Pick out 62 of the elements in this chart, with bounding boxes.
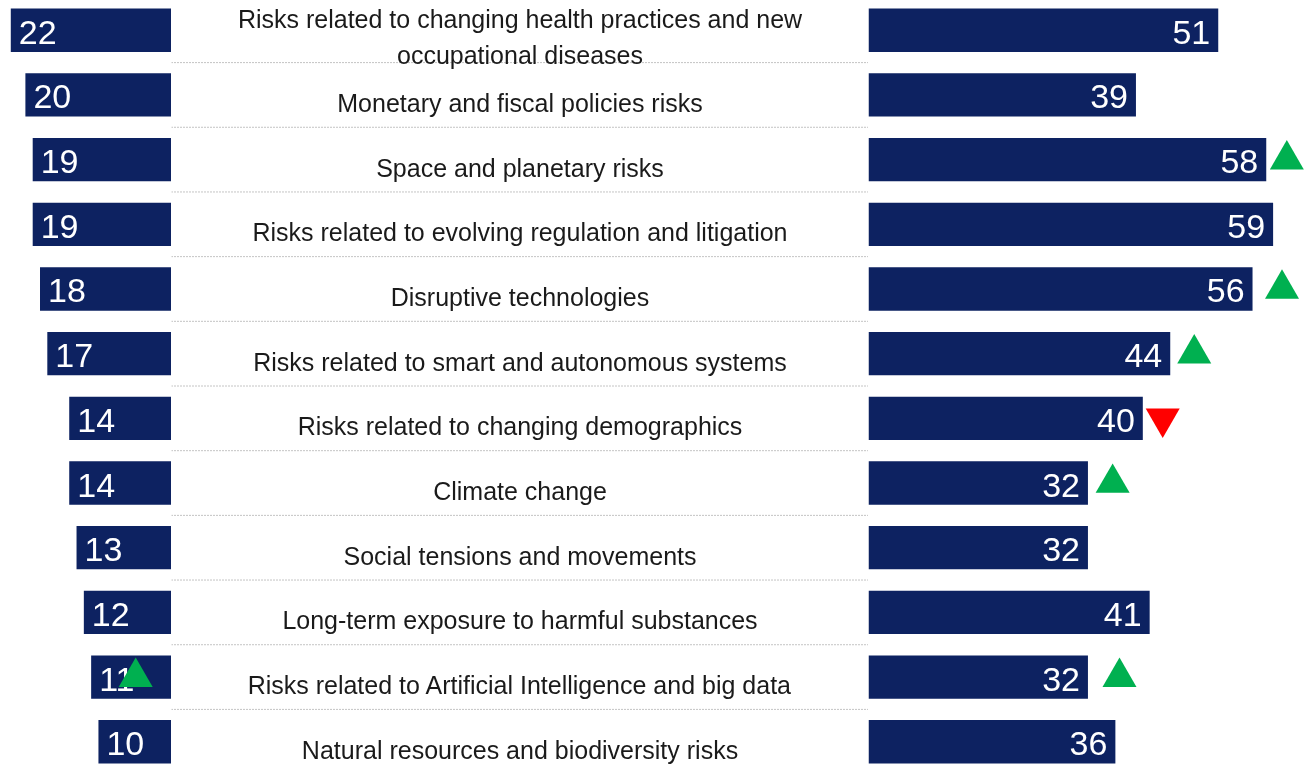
data-label: 19	[40, 206, 79, 245]
data-label: 20	[33, 77, 72, 116]
y-tick-label: Risks related to changing demographics	[297, 412, 743, 441]
data-label: 14	[77, 400, 116, 439]
y-tick-label: Long-term exposure to harmful substances	[282, 606, 758, 635]
bar	[868, 461, 1088, 505]
point	[1177, 334, 1212, 364]
bar	[868, 720, 1116, 764]
data-label: 19	[40, 142, 79, 181]
point	[1095, 463, 1130, 493]
bar	[868, 267, 1253, 311]
bar	[868, 655, 1088, 699]
bar	[69, 396, 171, 441]
data-label: 32	[1042, 530, 1080, 569]
data-label: 59	[1227, 206, 1266, 245]
data-label: 39	[1090, 77, 1128, 116]
y-tick-label: Risks related to changing health practices and new occupational diseases	[237, 5, 804, 70]
bar	[868, 396, 1143, 441]
point	[1269, 139, 1304, 170]
bar	[47, 331, 171, 376]
data-label: 17	[55, 336, 94, 375]
bar	[868, 202, 1274, 246]
data-label: 32	[1042, 659, 1080, 698]
bar	[40, 267, 171, 311]
bar	[32, 137, 171, 182]
bar	[32, 202, 171, 246]
y-tick-label: Climate change	[433, 477, 607, 506]
data-label: 44	[1124, 336, 1163, 375]
data-label: 18	[48, 271, 86, 310]
data-label: 12	[91, 594, 130, 633]
y-tick-label: Monetary and fiscal policies risks	[337, 88, 703, 117]
bar	[69, 461, 171, 505]
bar	[83, 590, 171, 635]
data-label: 56	[1206, 271, 1245, 310]
bar	[10, 8, 171, 52]
data-label: 41	[1103, 594, 1142, 633]
data-label: 40	[1096, 400, 1135, 439]
y-tick-label: Risks related to smart and autonomous systems	[253, 347, 787, 376]
bar	[868, 137, 1267, 182]
y-tick-label: Risks related to evolving regulation and litigation	[252, 218, 788, 247]
y-tick-label: Risks related to Artificial Intelligence and big data	[247, 671, 792, 700]
data-label: 14	[77, 465, 116, 504]
data-label: 22	[18, 12, 57, 51]
bar	[868, 73, 1136, 117]
bar	[868, 526, 1088, 570]
data-label: 51	[1172, 12, 1211, 51]
y-tick-label: Social tensions and movements	[343, 541, 697, 570]
data-label: 58	[1220, 142, 1259, 181]
y-tick-label: Natural resources and biodiversity risks	[301, 735, 739, 764]
bar	[868, 590, 1150, 635]
y-tick-label: Disruptive technologies	[390, 282, 650, 311]
bar	[76, 526, 171, 570]
point	[1265, 269, 1300, 299]
data-label: 10	[106, 724, 145, 763]
bar	[25, 73, 171, 117]
bar	[868, 8, 1219, 52]
data-label: 13	[84, 530, 123, 569]
bar	[868, 331, 1171, 376]
data-label: 32	[1042, 465, 1080, 504]
data-label: 36	[1069, 724, 1108, 763]
y-tick-label: Space and planetary risks	[376, 153, 664, 182]
point	[1102, 657, 1137, 687]
